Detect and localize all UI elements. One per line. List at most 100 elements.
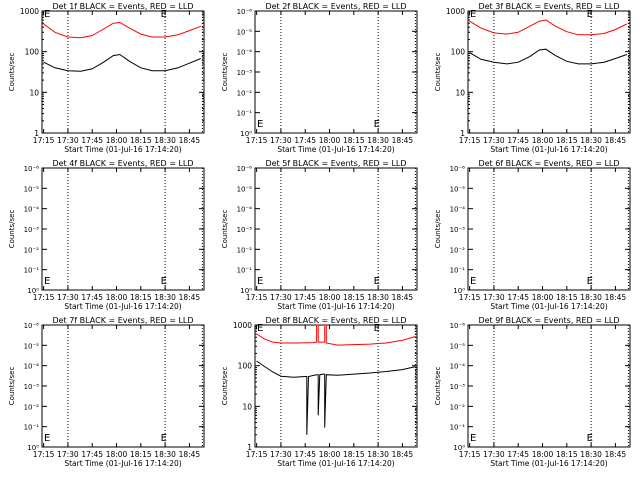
x-tick-label: 18:15 bbox=[556, 450, 578, 459]
x-tick-label: 18:00 bbox=[106, 450, 128, 459]
e-marker: E bbox=[587, 433, 593, 444]
x-tick-label: 17:15 bbox=[459, 136, 481, 145]
x-tick-label: 18:30 bbox=[154, 136, 176, 145]
x-axis-label: Start Time (01-Jul-16 17:14:20) bbox=[64, 145, 181, 154]
y-tick-label: 10⁰ bbox=[453, 287, 465, 295]
chart-title: Det 5f BLACK = Events, RED = LLD bbox=[265, 159, 406, 168]
plot-frame bbox=[467, 167, 631, 291]
x-tick-label: 17:15 bbox=[246, 450, 268, 459]
chart-title: Det 4f BLACK = Events, RED = LLD bbox=[52, 159, 193, 168]
y-tick-label: 10⁻¹ bbox=[450, 424, 466, 432]
x-tick-label: 17:30 bbox=[270, 450, 292, 459]
x-tick-label: 17:30 bbox=[483, 136, 505, 145]
y-tick-label: 10⁻³ bbox=[24, 383, 40, 391]
e-marker: E bbox=[161, 276, 167, 287]
chart-title: Det 1f BLACK = Events, RED = LLD bbox=[52, 2, 193, 11]
y-tick-label: 10⁻⁴ bbox=[237, 49, 253, 57]
y-tick-label: 10⁻⁶ bbox=[24, 165, 40, 173]
y-tick-label: 10⁻⁶ bbox=[237, 8, 253, 16]
e-marker: E bbox=[44, 9, 50, 20]
chart-panel-5: Det 5f BLACK = Events, RED = LLD 17:15 17:… bbox=[221, 159, 418, 311]
x-tick-label: 18:45 bbox=[605, 450, 627, 459]
plot-frame bbox=[41, 324, 205, 448]
x-tick-label: 17:45 bbox=[507, 293, 529, 302]
y-axis-label: Counts/sec bbox=[434, 367, 442, 406]
lld-series-line bbox=[256, 324, 416, 346]
x-tick-label: 18:15 bbox=[556, 136, 578, 145]
x-tick-label: 18:45 bbox=[392, 450, 414, 459]
y-tick-label: 100 bbox=[451, 48, 466, 57]
y-tick-label: 10⁰ bbox=[453, 444, 465, 452]
y-tick-label: 10⁻⁶ bbox=[24, 322, 40, 330]
y-tick-label: 10⁻⁶ bbox=[237, 165, 253, 173]
x-tick-label: 17:15 bbox=[246, 293, 268, 302]
x-tick-label: 17:45 bbox=[294, 293, 316, 302]
x-tick-label: 17:45 bbox=[81, 293, 103, 302]
e-marker: E bbox=[470, 433, 476, 444]
y-tick-label: 1000 bbox=[233, 321, 252, 330]
x-tick-label: 18:45 bbox=[392, 293, 414, 302]
y-tick-label: 10 bbox=[29, 88, 39, 97]
e-marker: E bbox=[374, 276, 380, 287]
x-tick-label: 18:00 bbox=[532, 136, 554, 145]
y-tick-label: 10⁻² bbox=[450, 246, 466, 254]
x-tick-label: 17:15 bbox=[459, 293, 481, 302]
y-tick-label: 10⁻⁵ bbox=[237, 185, 253, 193]
y-tick-label: 10⁻¹ bbox=[237, 110, 253, 118]
x-axis-label: Start Time (01-Jul-16 17:14:20) bbox=[490, 302, 607, 311]
x-tick-label: 18:45 bbox=[179, 450, 201, 459]
x-tick-label: 18:15 bbox=[343, 450, 365, 459]
x-tick-label: 18:15 bbox=[130, 450, 152, 459]
e-marker: E bbox=[374, 119, 380, 130]
e-marker: E bbox=[470, 9, 476, 20]
y-tick-label: 10⁻⁶ bbox=[450, 165, 466, 173]
plot-frame bbox=[254, 167, 418, 291]
x-tick-label: 18:30 bbox=[367, 293, 389, 302]
x-tick-label: 17:45 bbox=[294, 136, 316, 145]
y-tick-label: 10⁻³ bbox=[237, 69, 253, 77]
chart-title: Det 2f BLACK = Events, RED = LLD bbox=[265, 2, 406, 11]
y-tick-label: 10⁻³ bbox=[237, 226, 253, 234]
y-tick-label: 10⁻¹ bbox=[450, 267, 466, 275]
x-tick-label: 17:45 bbox=[81, 450, 103, 459]
plot-frame bbox=[41, 10, 205, 134]
x-tick-label: 17:30 bbox=[270, 136, 292, 145]
plot-frame bbox=[254, 10, 418, 134]
x-axis-label: Start Time (01-Jul-16 17:14:20) bbox=[64, 302, 181, 311]
e-marker: E bbox=[161, 9, 167, 20]
x-tick-label: 18:15 bbox=[556, 293, 578, 302]
e-marker: E bbox=[161, 433, 167, 444]
x-tick-label: 18:30 bbox=[580, 136, 602, 145]
y-tick-label: 100 bbox=[25, 48, 40, 57]
y-tick-label: 10⁻⁴ bbox=[450, 206, 466, 214]
x-tick-label: 18:45 bbox=[605, 136, 627, 145]
y-axis-label: Counts/sec bbox=[434, 53, 442, 92]
x-tick-label: 18:45 bbox=[605, 293, 627, 302]
x-axis-label: Start Time (01-Jul-16 17:14:20) bbox=[490, 459, 607, 468]
x-tick-label: 18:15 bbox=[130, 293, 152, 302]
x-tick-label: 18:45 bbox=[392, 136, 414, 145]
y-tick-label: 10⁻⁴ bbox=[450, 363, 466, 371]
x-axis-label: Start Time (01-Jul-16 17:14:20) bbox=[64, 459, 181, 468]
y-tick-label: 10⁻⁵ bbox=[24, 185, 40, 193]
e-marker: E bbox=[257, 119, 263, 130]
x-tick-label: 18:30 bbox=[367, 136, 389, 145]
e-marker: E bbox=[257, 323, 263, 334]
x-tick-label: 18:30 bbox=[580, 450, 602, 459]
x-tick-label: 17:45 bbox=[81, 136, 103, 145]
y-axis-label: Counts/sec bbox=[221, 367, 229, 406]
x-tick-label: 17:30 bbox=[57, 136, 79, 145]
y-tick-label: 10⁻⁵ bbox=[237, 28, 253, 36]
plot-frame bbox=[467, 324, 631, 448]
x-tick-label: 17:15 bbox=[33, 136, 55, 145]
events-series-line bbox=[256, 360, 416, 435]
e-marker: E bbox=[44, 276, 50, 287]
plot-frame bbox=[254, 324, 418, 448]
y-tick-label: 10⁻⁵ bbox=[450, 342, 466, 350]
